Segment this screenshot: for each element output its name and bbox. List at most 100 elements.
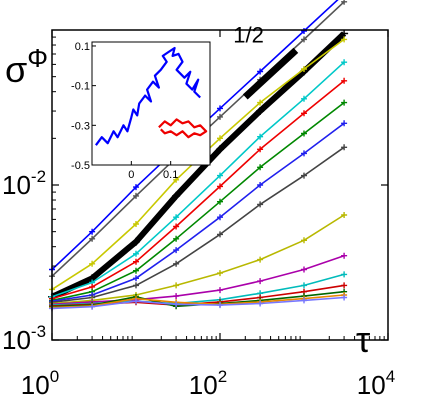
- series-4-point: [341, 36, 348, 43]
- y-tick-label: 10-3: [2, 322, 46, 355]
- x-axis-label: τ: [356, 319, 370, 360]
- series-7-point: [257, 164, 264, 171]
- series-6-point: [257, 146, 264, 153]
- series-4-point: [257, 99, 264, 106]
- series-16-point: [301, 297, 307, 304]
- slope-reference-line: [242, 47, 299, 100]
- series-6-point: [217, 183, 223, 190]
- y-axis-label-superscript: Φ: [27, 43, 48, 73]
- series-10-line: [51, 214, 345, 305]
- series-6-point: [301, 110, 307, 117]
- series-5-point: [133, 250, 139, 257]
- inset-y-tick-label: -0.1: [71, 81, 90, 93]
- series-9-point: [341, 144, 348, 151]
- series-1-point: [257, 68, 264, 75]
- series-9-point: [257, 201, 264, 208]
- y-tick-label: 10-2: [2, 167, 46, 200]
- series-9-line: [51, 146, 345, 304]
- series-11-line: [51, 254, 345, 306]
- series-7-point: [301, 130, 307, 137]
- series-8-point: [217, 214, 223, 221]
- series-11-point: [257, 278, 264, 285]
- series-8-point: [173, 247, 180, 254]
- series-2-point: [341, 0, 348, 5]
- series-10-point: [217, 270, 223, 277]
- series-3-point: [172, 191, 181, 200]
- series-8-line: [51, 122, 345, 302]
- series-8-point: [301, 150, 307, 157]
- series-7-point: [217, 198, 223, 205]
- series-2-point: [133, 192, 139, 199]
- series-9-point: [133, 282, 139, 289]
- series-4-point: [301, 66, 307, 72]
- inset-background: [91, 41, 211, 166]
- series-10-point: [173, 282, 180, 289]
- y-axis-label-base: σ: [5, 49, 27, 90]
- series-12-point: [301, 282, 307, 289]
- main-axis-ticks: 100 102 104 10-3 10-2: [2, 30, 395, 400]
- series-16-point: [89, 303, 96, 310]
- series-7-point: [173, 235, 180, 242]
- series-16-line: [51, 296, 345, 310]
- series-12-point: [341, 271, 348, 278]
- series-4-point: [217, 135, 223, 142]
- inset-axis-ticks: 0 0.1 0.1 -0.1 -0.3 -0.5: [71, 41, 178, 181]
- x-tick-label: 104: [357, 367, 395, 400]
- series-16: [49, 294, 348, 312]
- series-10-point: [341, 212, 348, 218]
- series-11-point: [301, 266, 307, 273]
- inset-trajectory-2: [158, 118, 208, 139]
- series-5-point: [217, 172, 223, 179]
- main-series-group: [48, 0, 349, 312]
- x-tick-label: 102: [189, 367, 227, 400]
- inset-y-tick-label: -0.5: [71, 160, 90, 172]
- inset-y-tick-label: 0.1: [75, 41, 90, 53]
- series-3-point: [340, 29, 349, 38]
- series-3-point: [216, 145, 224, 154]
- inset-trajectory-group: [95, 46, 208, 146]
- series-5-point: [173, 214, 180, 221]
- series-1-point: [301, 28, 307, 34]
- series-11-point: [341, 252, 348, 259]
- series-7-line: [51, 101, 345, 302]
- series-8-point: [257, 182, 264, 188]
- series-15-line: [51, 294, 345, 309]
- inset-x-tick-label: 0: [128, 169, 134, 181]
- series-1-point: [217, 105, 223, 112]
- series-11-point: [173, 293, 180, 300]
- series-4-point: [89, 260, 96, 267]
- series-5-line: [51, 61, 345, 298]
- y-axis-label: σΦ: [5, 43, 48, 90]
- series-5-point: [301, 95, 307, 102]
- series-10-point: [257, 256, 264, 263]
- series-2-point: [89, 235, 96, 242]
- series-7-point: [341, 99, 348, 106]
- series-8-point: [133, 275, 139, 282]
- series-9-point: [217, 231, 223, 238]
- main-chart: 100 102 104 10-3 10-2 1/2 σΦ τ: [2, 0, 395, 400]
- series-16-point: [257, 300, 264, 307]
- series-4-point: [133, 221, 139, 227]
- inset-chart: 0 0.1 0.1 -0.1 -0.3 -0.5: [71, 41, 211, 181]
- series-1-point: [133, 184, 139, 191]
- series-16-point: [173, 301, 180, 308]
- series-4-point: [173, 176, 180, 183]
- inset-x-tick-label: 0.1: [163, 169, 178, 181]
- series-9-point: [173, 260, 180, 267]
- series-16-point: [133, 298, 139, 305]
- series-5-point: [257, 133, 264, 140]
- x-tick-label: 100: [21, 367, 59, 400]
- series-9-point: [301, 172, 307, 179]
- series-2-point: [301, 36, 307, 43]
- series-16-point: [341, 294, 348, 301]
- series-6-line: [51, 80, 345, 300]
- series-6-point: [133, 258, 139, 265]
- series-5-point: [341, 59, 348, 66]
- series-6-point: [173, 223, 180, 230]
- series-3-line: [50, 31, 347, 300]
- series-6-point: [341, 77, 348, 84]
- series-13-point: [341, 282, 348, 289]
- series-8-point: [341, 120, 348, 127]
- inset-y-tick-label: -0.3: [71, 120, 90, 132]
